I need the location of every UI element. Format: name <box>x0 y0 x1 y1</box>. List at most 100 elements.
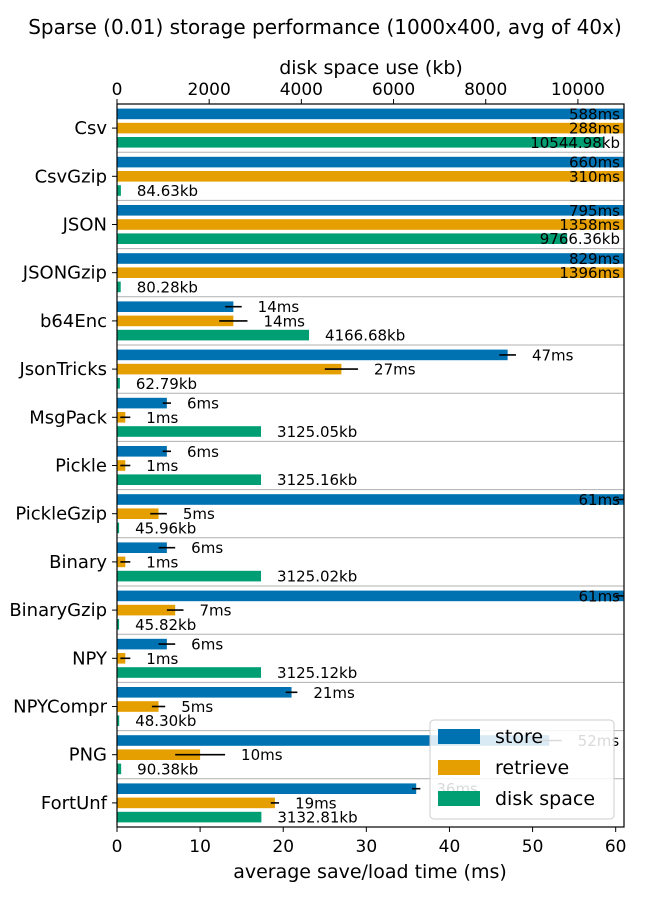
legend-swatch <box>438 729 480 744</box>
axes: 0 10 20 30 40 50 60 0 2000 4000 6000 8000 10000 <box>112 80 627 857</box>
x-tick-label: 0 <box>112 837 123 857</box>
retrieve-bar <box>117 267 624 278</box>
store-bar <box>117 349 508 361</box>
x2-tick-label: 4000 <box>280 80 323 100</box>
x-tick-label: 40 <box>439 837 461 857</box>
data-label: 45.96kb <box>135 519 196 537</box>
store-bar <box>117 542 167 553</box>
store-bar <box>117 156 624 168</box>
data-label: 14ms <box>258 298 300 316</box>
store-bar <box>117 108 624 120</box>
x-tick-label: 30 <box>356 837 378 857</box>
category-label: JSONGzip <box>22 263 107 284</box>
data-label: 660ms <box>569 154 620 172</box>
disk-space-bar <box>117 474 262 485</box>
legend-label: disk space <box>495 788 595 810</box>
data-label: 19ms <box>295 794 337 812</box>
category-label: PickleGzip <box>15 504 107 525</box>
x-tick-label: 60 <box>605 837 627 857</box>
category-label: PNG <box>69 745 107 766</box>
data-label: 1396ms <box>559 264 620 282</box>
x2-tick-label: 2000 <box>188 80 231 100</box>
legend-swatch <box>438 760 480 775</box>
store-bar <box>117 638 167 650</box>
data-label: 5ms <box>183 505 215 523</box>
data-label: 1ms <box>146 553 178 571</box>
category-label: b64Enc <box>40 311 107 332</box>
data-label: 310ms <box>569 168 620 186</box>
category-label: JsonTricks <box>18 359 107 380</box>
data-label: 4166.68kb <box>325 327 405 345</box>
category-label: NPYCompr <box>13 697 107 718</box>
retrieve-bar <box>117 315 234 327</box>
retrieve-bar <box>117 701 159 712</box>
chart-title: Sparse (0.01) storage performance (1000x… <box>28 15 622 39</box>
data-label: 3132.81kb <box>277 809 357 827</box>
data-label: 61ms <box>578 587 620 605</box>
data-label: 3125.05kb <box>277 423 357 441</box>
retrieve-bar <box>117 749 201 760</box>
x-tick-label: 50 <box>522 837 544 857</box>
data-label: 6ms <box>191 636 223 654</box>
category-label: CsvGzip <box>35 166 107 187</box>
data-label: 21ms <box>313 684 355 702</box>
data-label: 14ms <box>263 312 305 330</box>
data-label: 6ms <box>187 395 219 413</box>
disk-space-bar <box>117 619 120 630</box>
category-label: Binary <box>49 552 107 573</box>
data-label: 84.63kb <box>137 182 198 200</box>
legend-label: store <box>495 726 543 748</box>
category-label: Csv <box>74 118 107 139</box>
data-label: 3125.16kb <box>277 471 357 489</box>
disk-space-bar <box>117 715 120 726</box>
store-bar <box>117 301 234 312</box>
data-label: 7ms <box>199 602 231 620</box>
data-label: 45.82kb <box>135 616 196 634</box>
data-label: 1ms <box>146 457 178 475</box>
x2-tick-label: 6000 <box>372 80 415 100</box>
x-tick-label: 20 <box>272 837 294 857</box>
disk-space-bar <box>117 281 121 293</box>
x2-tick-label: 0 <box>112 80 123 100</box>
data-label: 1ms <box>146 650 178 668</box>
data-label: 1ms <box>146 409 178 427</box>
data-label: 9766.36kb <box>540 230 620 248</box>
disk-space-bar <box>117 522 120 534</box>
category-label: JSON <box>62 215 107 236</box>
retrieve-bar <box>117 363 342 375</box>
store-bar <box>117 735 550 746</box>
category-label: MsgPack <box>29 407 107 428</box>
store-bar <box>117 446 167 457</box>
category-label: FortUnf <box>41 793 108 814</box>
data-label: 80.28kb <box>137 278 198 296</box>
data-label: 48.30kb <box>135 712 196 730</box>
legend: store retrieve disk space <box>429 719 615 820</box>
store-bar <box>117 205 624 216</box>
data-label: 5ms <box>181 698 213 716</box>
plot-frame <box>116 103 625 828</box>
data-label: 3125.12kb <box>277 664 357 682</box>
disk-space-bar <box>117 570 262 582</box>
data-label: 829ms <box>569 250 620 268</box>
retrieve-bar <box>117 604 176 616</box>
bars <box>117 108 624 823</box>
disk-space-bar <box>117 811 262 823</box>
retrieve-bar <box>117 171 624 182</box>
retrieve-bar <box>117 508 159 519</box>
data-label: 62.79kb <box>136 375 197 393</box>
legend-label: retrieve <box>495 757 569 779</box>
store-bar <box>117 494 624 505</box>
disk-space-bar <box>117 233 568 244</box>
disk-space-bar <box>117 329 310 341</box>
data-label: 588ms <box>569 105 620 123</box>
retrieve-bar <box>117 122 624 134</box>
data-label: 90.38kb <box>137 760 198 778</box>
store-bar <box>117 783 417 794</box>
disk-space-bar <box>117 185 121 196</box>
bottom-axis-label: average save/load time (ms) <box>233 861 507 883</box>
store-bar <box>117 397 167 409</box>
data-label: 6ms <box>187 443 219 461</box>
data-label: 288ms <box>569 120 620 138</box>
